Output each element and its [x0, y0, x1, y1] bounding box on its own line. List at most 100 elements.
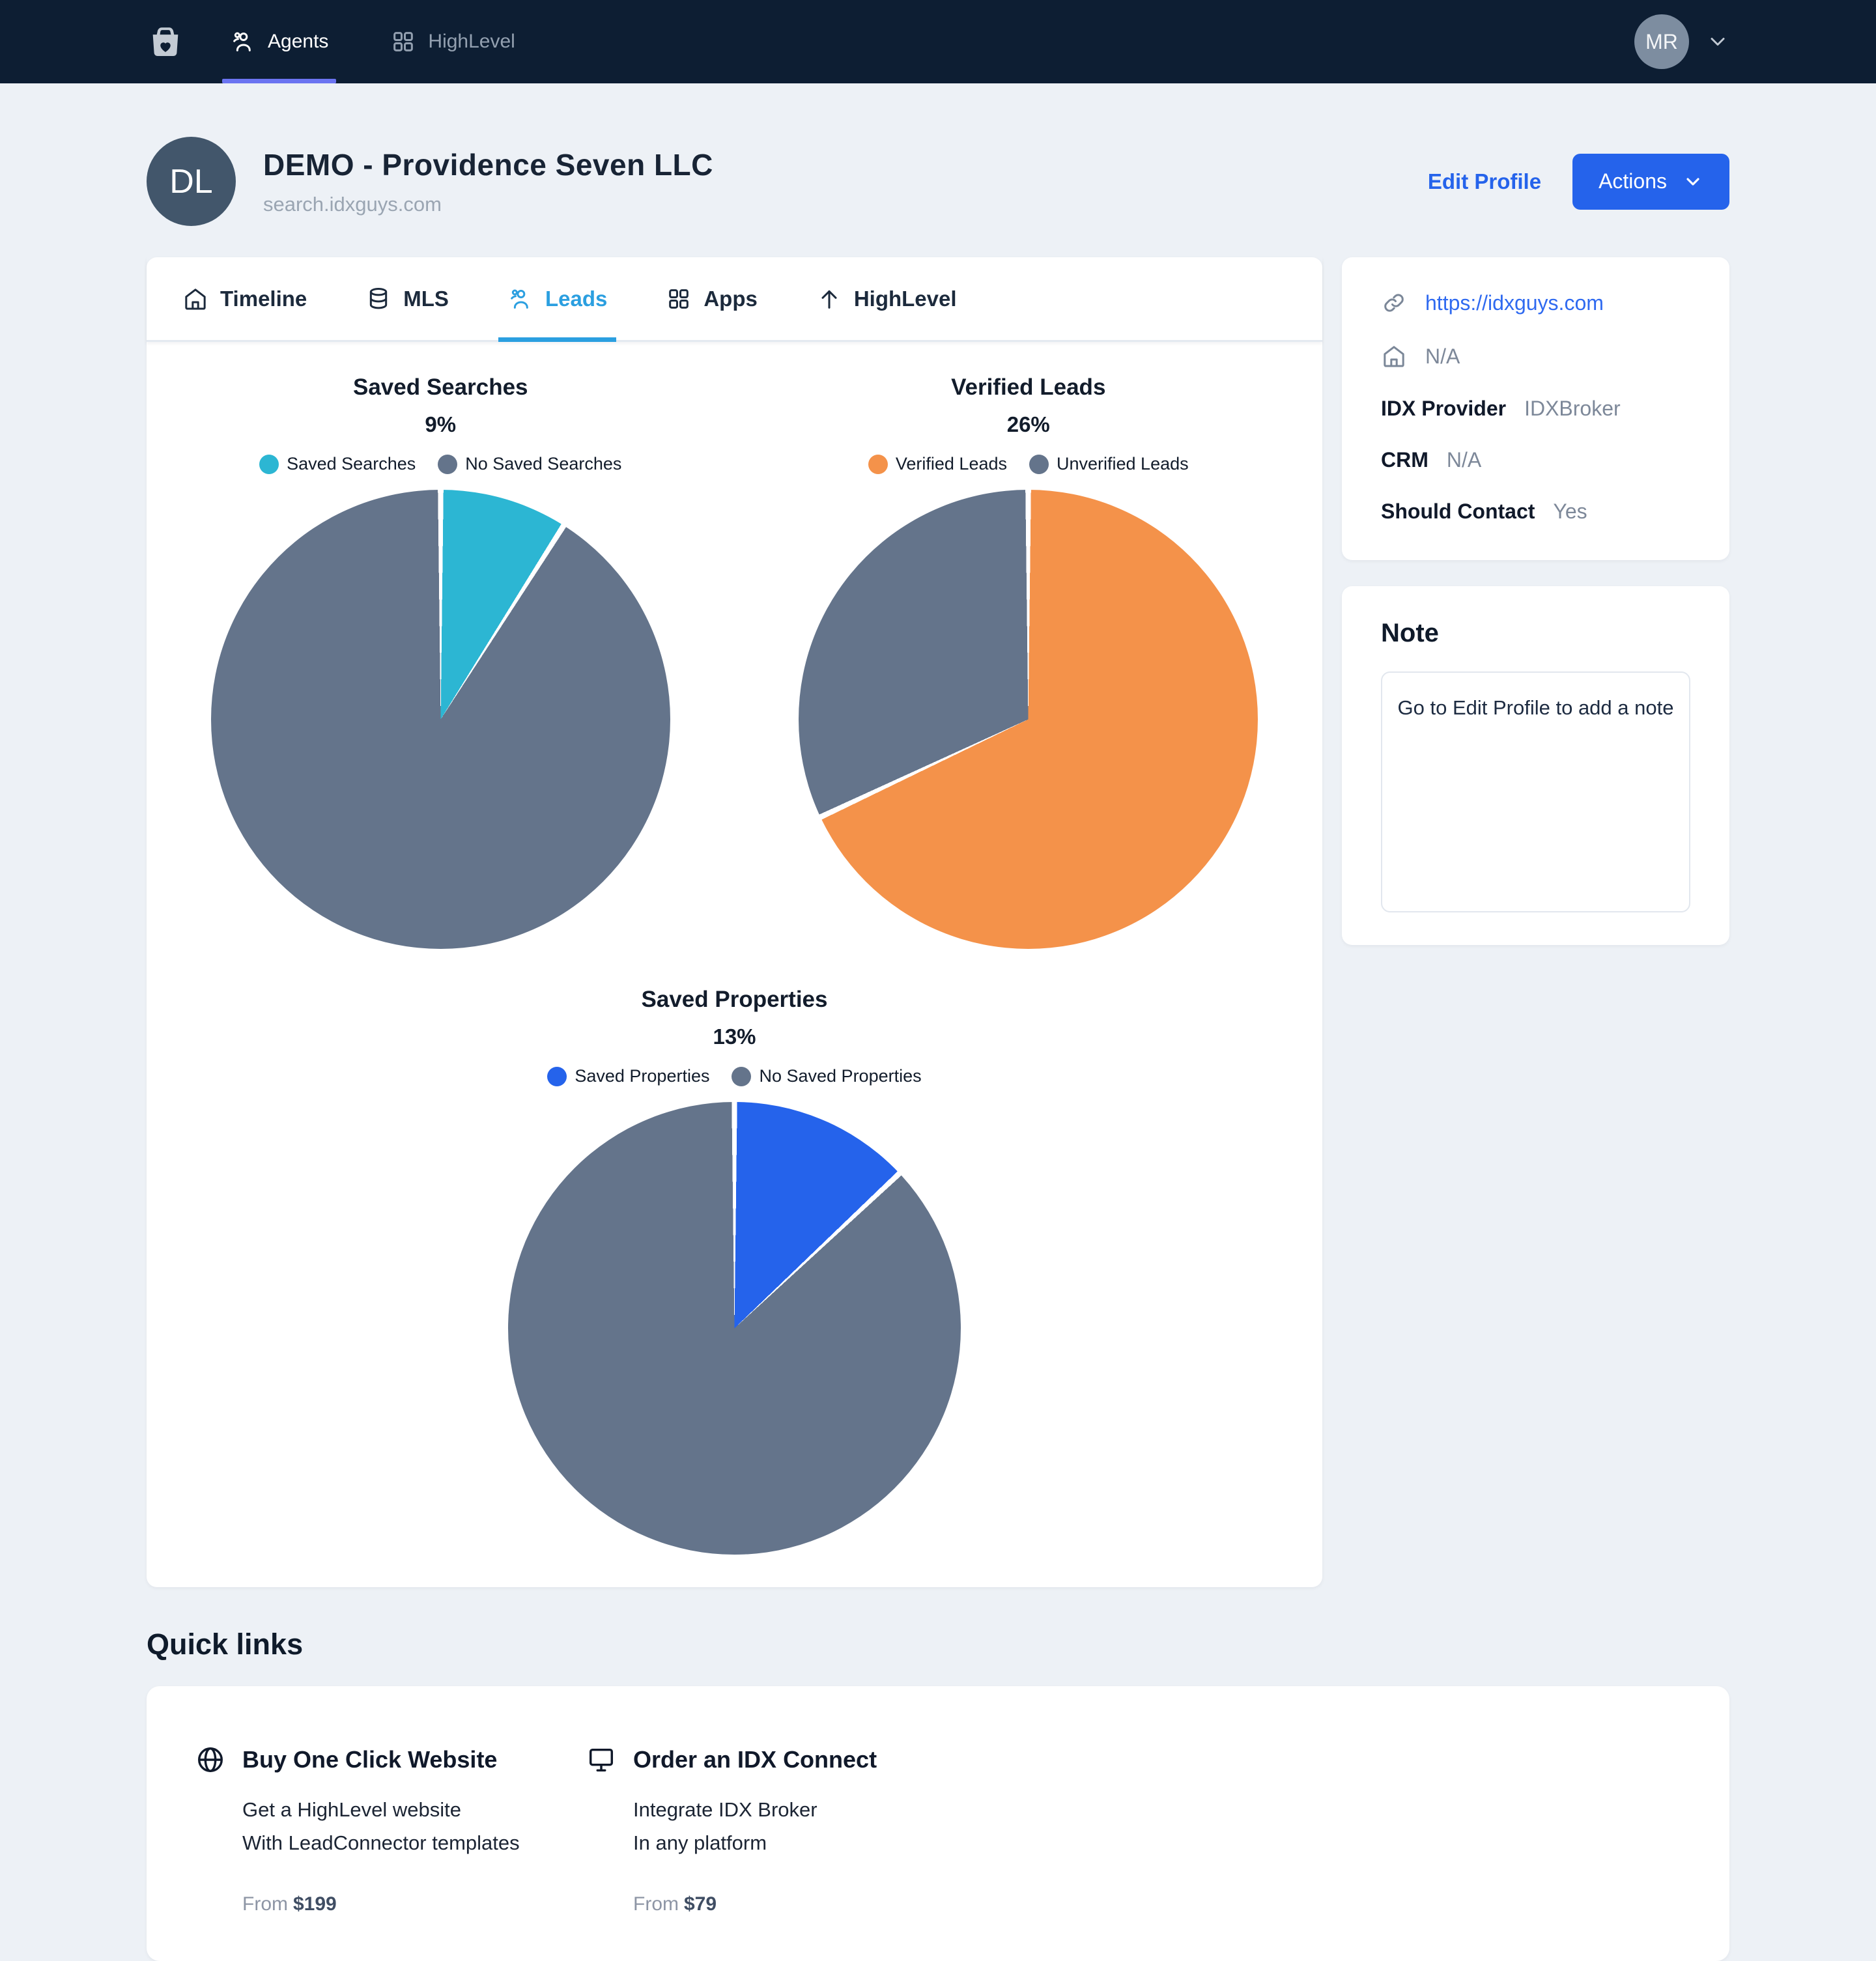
legend-dot — [438, 454, 458, 474]
chart-title: Saved Properties — [641, 987, 828, 1012]
tab-mls[interactable]: MLS — [365, 257, 449, 340]
monitor-icon — [589, 1748, 614, 1772]
nav-item-highlevel[interactable]: HighLevel — [390, 0, 515, 83]
profile-header: DL DEMO - Providence Seven LLC search.id… — [147, 137, 1729, 226]
arrow-up-icon — [821, 290, 837, 309]
lead-charts: Saved Searches 9% Saved Searches No Save… — [147, 342, 1322, 1555]
globe-icon — [198, 1747, 223, 1772]
address-value: N/A — [1425, 344, 1460, 368]
pie-chart-saved-properties — [508, 1102, 961, 1555]
legend-dot — [547, 1066, 567, 1086]
legend-label: Verified Leads — [895, 454, 1007, 473]
legend-dot — [868, 454, 888, 474]
quick-link-description: Integrate IDX Broker In any platform — [633, 1793, 977, 1859]
price-value: $199 — [293, 1893, 337, 1915]
chart-legend: Verified Leads Unverified Leads — [868, 454, 1189, 474]
quick-link-line1: Get a HighLevel website — [242, 1798, 462, 1821]
chart-title: Verified Leads — [951, 374, 1106, 400]
app-logo-icon[interactable] — [147, 23, 184, 61]
grid-icon — [393, 32, 414, 51]
tab-label: MLS — [403, 286, 449, 311]
actions-button-label: Actions — [1599, 169, 1667, 193]
chart-percentage: 26% — [1006, 412, 1050, 436]
idx-provider-row: IDX Provider IDXBroker — [1381, 397, 1690, 421]
home-icon — [185, 288, 206, 309]
should-contact-row: Should Contact Yes — [1381, 500, 1690, 524]
quick-links-title: Quick links — [147, 1628, 304, 1661]
navbar-user-menu[interactable]: MR — [1634, 14, 1729, 69]
chevron-down-icon[interactable] — [1706, 30, 1729, 53]
website-row: https://idxguys.com — [1381, 290, 1690, 316]
link-icon — [1384, 294, 1404, 312]
field-value: N/A — [1446, 448, 1482, 472]
quick-link-idx-connect[interactable]: Order an IDX Connect Integrate IDX Broke… — [586, 1745, 977, 1915]
legend-dot — [1029, 454, 1049, 474]
website-link[interactable]: https://idxguys.com — [1425, 290, 1604, 315]
quick-link-line2: With LeadConnector templates — [242, 1831, 520, 1855]
database-icon — [370, 287, 388, 309]
field-label: Should Contact — [1381, 500, 1535, 523]
pie-chart-saved-searches — [210, 490, 670, 949]
chart-legend: Saved Searches No Saved Searches — [259, 454, 621, 474]
pie-chart-verified-leads — [799, 490, 1258, 949]
legend-label: No Saved Searches — [465, 454, 622, 473]
quick-link-price: From $199 — [242, 1893, 586, 1915]
chart-percentage: 13% — [713, 1024, 756, 1049]
chart-saved-searches: Saved Searches 9% Saved Searches No Save… — [147, 374, 735, 949]
legend-dot — [259, 454, 279, 474]
chevron-down-icon — [1686, 177, 1699, 186]
tab-timeline[interactable]: Timeline — [182, 257, 307, 340]
legend-dot — [732, 1066, 752, 1086]
agent-domain: search.idxguys.com — [263, 192, 442, 216]
note-content-box: Go to Edit Profile to add a note — [1381, 671, 1690, 912]
quick-link-line2: In any platform — [633, 1831, 767, 1855]
profile-tabs: Timeline MLS Leads Apps HighLevel — [147, 257, 1322, 342]
chart-saved-properties: Saved Properties 13% Saved Properties No… — [147, 987, 1322, 1555]
chart-verified-leads: Verified Leads 26% Verified Leads Unveri… — [735, 374, 1323, 949]
quick-link-buy-website[interactable]: Buy One Click Website Get a HighLevel we… — [195, 1745, 586, 1915]
quick-link-price: From $79 — [633, 1893, 977, 1915]
chart-percentage: 9% — [425, 412, 457, 436]
tab-leads[interactable]: Leads — [498, 257, 617, 342]
primary-nav: Agents HighLevel — [221, 0, 515, 83]
price-prefix: From — [242, 1893, 288, 1915]
tab-highlevel[interactable]: HighLevel — [816, 257, 957, 340]
quick-link-title: Buy One Click Website — [242, 1746, 498, 1773]
agent-details-card: https://idxguys.com N/A IDX Provider IDX… — [1342, 257, 1729, 560]
tab-apps[interactable]: Apps — [666, 257, 758, 340]
legend-label: Saved Searches — [287, 454, 416, 473]
quick-link-title: Order an IDX Connect — [633, 1746, 877, 1773]
agents-people-icon — [233, 32, 251, 51]
chart-legend: Saved Properties No Saved Properties — [547, 1066, 922, 1086]
note-card: Note Go to Edit Profile to add a note — [1342, 586, 1729, 945]
actions-button[interactable]: Actions — [1572, 153, 1729, 210]
tab-label: Timeline — [220, 286, 307, 311]
legend-label: Unverified Leads — [1057, 454, 1189, 473]
apps-grid-icon — [669, 289, 689, 309]
field-label: CRM — [1381, 448, 1428, 472]
agent-avatar: DL — [147, 137, 236, 226]
tab-label: HighLevel — [853, 286, 957, 311]
field-value: IDXBroker — [1524, 397, 1621, 420]
leads-panel: Timeline MLS Leads Apps HighLevel — [147, 257, 1322, 1587]
leads-people-icon — [511, 289, 528, 309]
home-icon — [1384, 346, 1404, 367]
nav-item-label: HighLevel — [428, 31, 515, 52]
tab-label: Leads — [545, 286, 608, 311]
note-title: Note — [1381, 619, 1439, 647]
price-value: $79 — [684, 1893, 717, 1915]
edit-profile-link[interactable]: Edit Profile — [1427, 169, 1542, 193]
quick-links-card: Buy One Click Website Get a HighLevel we… — [147, 1686, 1729, 1961]
field-label: IDX Provider — [1381, 397, 1507, 420]
legend-label: Saved Properties — [575, 1066, 710, 1086]
quick-link-description: Get a HighLevel website With LeadConnect… — [242, 1793, 586, 1859]
legend-label: No Saved Properties — [759, 1066, 922, 1086]
crm-row: CRM N/A — [1381, 448, 1690, 472]
nav-item-agents[interactable]: Agents — [221, 0, 337, 83]
chart-title: Saved Searches — [352, 374, 528, 400]
tab-label: Apps — [704, 286, 758, 311]
address-row: N/A — [1381, 343, 1690, 369]
price-prefix: From — [633, 1893, 679, 1915]
user-avatar[interactable]: MR — [1634, 14, 1689, 69]
top-navbar: Agents HighLevel MR — [0, 0, 1876, 83]
